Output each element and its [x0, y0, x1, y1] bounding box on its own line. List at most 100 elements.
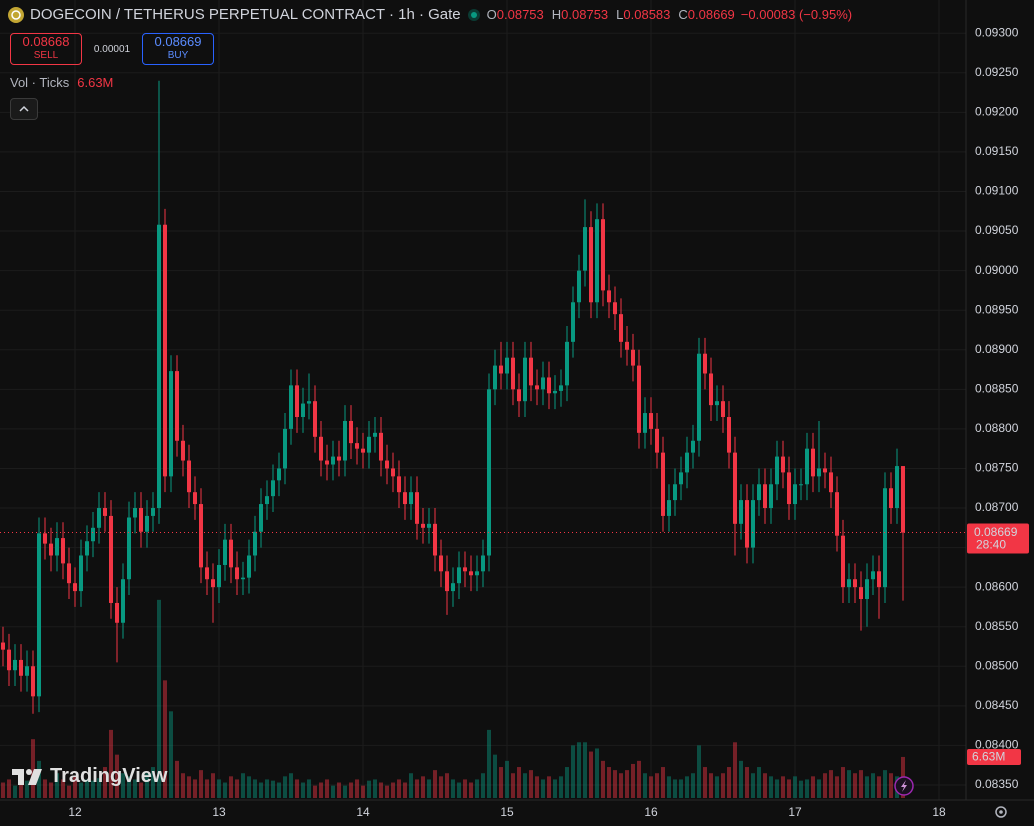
candle-body: [193, 492, 197, 505]
volume-bar: [265, 779, 269, 798]
candle-body: [187, 460, 191, 493]
candle-body: [475, 571, 479, 576]
candle-body: [181, 440, 185, 461]
candle-body: [835, 492, 839, 536]
candle: [457, 551, 461, 600]
volume-bar: [211, 773, 215, 798]
candle-body: [7, 649, 11, 671]
candle-body: [829, 472, 833, 493]
candle-body: [499, 365, 503, 374]
candle-body: [319, 436, 323, 461]
x-tick-label: 14: [356, 805, 370, 819]
symbol-title[interactable]: DOGECOIN / TETHERUS PERPETUAL CONTRACT ·…: [30, 6, 461, 23]
countdown: 28:40: [976, 538, 1006, 552]
lightning-button[interactable]: [894, 776, 914, 796]
volume-bar: [217, 779, 221, 798]
symbol-header: DOGECOIN / TETHERUS PERPETUAL CONTRACT ·…: [8, 6, 852, 23]
volume-bar: [421, 776, 425, 798]
volume-bar: [103, 767, 107, 798]
candle: [199, 488, 203, 584]
candle-body: [613, 302, 617, 315]
candle-body: [229, 539, 233, 568]
candle: [433, 508, 437, 572]
volume-bar: [475, 779, 479, 798]
candle-body: [91, 527, 95, 542]
candle-body: [619, 314, 623, 342]
volume-bar: [607, 767, 611, 798]
volume-bar: [703, 767, 707, 798]
volume-bar: [493, 754, 497, 798]
y-tick-label: 0.09300: [975, 25, 1019, 39]
candle-body: [655, 428, 659, 453]
volume-bar: [517, 767, 521, 798]
candle-body: [253, 531, 257, 556]
candle-body: [139, 508, 143, 532]
candle: [835, 476, 839, 552]
candle: [343, 405, 347, 477]
volume-bar: [223, 782, 227, 798]
candle: [79, 539, 83, 607]
volume-bar: [31, 739, 35, 798]
candle-body: [841, 535, 845, 588]
candle-body: [847, 579, 851, 588]
volume-bar: [187, 776, 191, 798]
candle: [319, 420, 323, 477]
candle: [661, 436, 665, 532]
volume-bar: [283, 776, 287, 798]
candle-body: [853, 579, 857, 588]
volume-bar: [877, 776, 881, 798]
plot: [0, 0, 966, 800]
volume-bar: [751, 773, 755, 798]
volume-bar: [637, 760, 641, 798]
candle: [133, 492, 137, 534]
volume-bar: [343, 785, 347, 798]
y-tick-label: 0.08500: [975, 658, 1019, 672]
brand-logo: TradingView: [12, 765, 167, 788]
candle-body: [433, 523, 437, 556]
sell-button[interactable]: 0.08668 SELL: [10, 33, 82, 65]
settings-icon[interactable]: [995, 806, 1007, 818]
candle-body: [481, 555, 485, 572]
candle-body: [799, 484, 803, 486]
candle: [271, 464, 275, 512]
volume-bar: [715, 776, 719, 798]
candle: [469, 555, 473, 592]
buy-label: BUY: [167, 50, 189, 61]
candle: [217, 549, 221, 603]
trade-panel: 0.08668 SELL 0.00001 0.08669 BUY: [10, 33, 214, 65]
volume-bar: [325, 779, 329, 798]
buy-button[interactable]: 0.08669 BUY: [142, 33, 214, 65]
candle-body: [85, 541, 89, 556]
candle-body: [649, 413, 653, 429]
candle-body: [307, 401, 311, 404]
candle-body: [637, 365, 641, 433]
volume-bar: [613, 770, 617, 798]
candle-body: [787, 472, 791, 505]
ohlc-item: L0.08583: [616, 7, 670, 22]
y-tick-label: 0.08550: [975, 619, 1019, 633]
brand-icon: [12, 768, 42, 785]
candle-body: [217, 564, 221, 588]
ohlc-item: O0.08753: [487, 7, 544, 22]
candle: [757, 468, 761, 516]
candle-body: [301, 403, 305, 418]
candle-body: [517, 389, 521, 402]
candle-body: [427, 523, 431, 528]
candle-body: [289, 385, 293, 429]
candle-body: [445, 571, 449, 592]
candle-body: [535, 385, 539, 390]
candle-body: [715, 401, 719, 406]
volume-bar: [247, 776, 251, 798]
ohlc-key: H: [551, 7, 562, 22]
candle: [619, 298, 623, 358]
candle-body: [313, 401, 317, 437]
candle: [523, 341, 527, 418]
candle-body: [43, 533, 47, 544]
volume-bar: [529, 770, 533, 798]
volume-bar: [49, 782, 53, 798]
candle-body: [367, 436, 371, 453]
candle: [739, 484, 743, 540]
volume-bar: [577, 742, 581, 798]
collapse-button[interactable]: [10, 98, 38, 120]
volume-bar: [181, 773, 185, 798]
